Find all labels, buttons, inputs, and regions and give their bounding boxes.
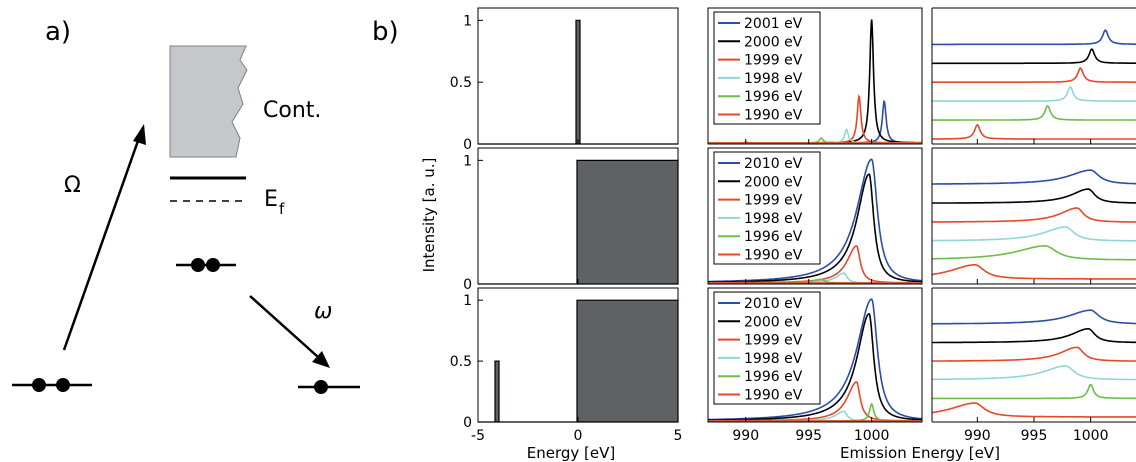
x-tick-label: 990 bbox=[964, 428, 991, 444]
x-tick-label: 0 bbox=[574, 428, 583, 444]
spectrum-line bbox=[708, 141, 922, 144]
legend-entry: 1999 eV bbox=[744, 193, 803, 209]
absorption-arrowhead bbox=[133, 124, 146, 145]
normalized-spectrum-line bbox=[932, 226, 1136, 242]
legend-box bbox=[713, 151, 821, 265]
normalized-spectrum-line bbox=[932, 245, 1136, 261]
electron-dot bbox=[206, 258, 220, 272]
electron-dot bbox=[191, 258, 205, 272]
emission-arrow bbox=[249, 295, 319, 358]
y-tick-label: 0 bbox=[463, 137, 472, 153]
spectrum-line bbox=[708, 312, 922, 421]
normalized-spectrum-line bbox=[932, 188, 1136, 204]
x-tick-label: 5 bbox=[674, 428, 683, 444]
y-tick-label: 0.5 bbox=[450, 75, 472, 91]
dos-fill bbox=[478, 19, 678, 145]
y-tick-label: 0 bbox=[463, 415, 472, 431]
x-tick-label: 1000 bbox=[1073, 428, 1109, 444]
x-tick-label: 995 bbox=[1021, 428, 1048, 444]
spectra-axes-frame bbox=[707, 7, 923, 145]
legend-entry: 2000 eV bbox=[744, 174, 803, 190]
legend-entry: 2000 eV bbox=[744, 314, 803, 330]
normalized-spectrum-line bbox=[932, 207, 1136, 223]
electron-dot bbox=[32, 378, 46, 392]
dos-fill bbox=[478, 159, 679, 285]
electron-dot bbox=[314, 380, 328, 394]
normalized-spectrum-line bbox=[932, 86, 1136, 102]
normalized-spectrum-line bbox=[932, 328, 1136, 344]
legend-entry: 1990 eV bbox=[744, 108, 803, 124]
normalized-spectrum-line bbox=[932, 309, 1136, 325]
legend-entry: 1990 eV bbox=[744, 388, 803, 404]
normalized-spectrum-line bbox=[931, 264, 1136, 280]
normalized-spectrum-line bbox=[932, 48, 1136, 65]
legend-entry: 1998 eV bbox=[744, 211, 803, 227]
y-tick-label: 1 bbox=[463, 293, 472, 309]
legend-entry: 1998 eV bbox=[744, 71, 803, 87]
spectra-axes-frame bbox=[707, 287, 923, 423]
normalized-spectrum-line bbox=[932, 169, 1136, 185]
panel-a-label: a) bbox=[45, 17, 71, 47]
legend-entry: 1999 eV bbox=[744, 333, 803, 349]
legend-entry: 2001 eV bbox=[744, 16, 803, 32]
absorption-symbol: Ω bbox=[64, 173, 81, 198]
panel-a-schematic: a) Cont. E f Ω ω bbox=[12, 17, 360, 394]
continuum-band bbox=[169, 45, 248, 158]
normalized-spectrum-line bbox=[932, 383, 1136, 400]
x-axis-label-emission: Emission Energy [eV] bbox=[840, 444, 1000, 462]
legend-entry: 2010 eV bbox=[744, 296, 803, 312]
normalized-spectrum-line bbox=[932, 123, 1136, 140]
y-tick-label: 1 bbox=[463, 153, 472, 169]
normalized-spectrum-line bbox=[932, 67, 1136, 83]
dos-fill bbox=[478, 299, 679, 423]
y-axis-label: Intensity [a. u.] bbox=[420, 158, 438, 273]
legend-box bbox=[713, 291, 821, 405]
legend-entry: 1998 eV bbox=[744, 351, 803, 367]
x-tick-label: -5 bbox=[471, 428, 485, 444]
panel-b-label: b) bbox=[372, 17, 399, 47]
x-tick-label: 995 bbox=[795, 428, 822, 444]
y-tick-label: 0.5 bbox=[450, 354, 472, 370]
normalized-spectrum-line bbox=[931, 402, 1136, 418]
legend-entry: 2010 eV bbox=[744, 156, 803, 172]
legend-entry: 1990 eV bbox=[744, 248, 803, 264]
emission-symbol: ω bbox=[314, 299, 332, 324]
continuum-label: Cont. bbox=[263, 98, 321, 123]
x-tick-label: 1000 bbox=[854, 428, 890, 444]
y-tick-label: 1 bbox=[463, 13, 472, 29]
legend-entry: 2000 eV bbox=[744, 34, 803, 50]
fermi-label: E bbox=[264, 187, 278, 212]
spectrum-line bbox=[708, 298, 922, 421]
x-tick-label: 990 bbox=[732, 428, 759, 444]
spectrum-line bbox=[708, 419, 922, 422]
normalized-spectrum-line bbox=[932, 104, 1136, 121]
electron-dot bbox=[56, 378, 70, 392]
spectrum-line bbox=[708, 158, 922, 283]
legend-entry: 1996 eV bbox=[744, 229, 803, 245]
y-tick-label: 0 bbox=[463, 277, 472, 293]
legend-entry: 1996 eV bbox=[744, 89, 803, 105]
spectrum-line bbox=[708, 173, 923, 283]
legend-entry: 1996 eV bbox=[744, 369, 803, 385]
normalized-spectrum-line bbox=[932, 365, 1136, 381]
normalized-spectrum-line bbox=[932, 29, 1136, 46]
legend-entry: 1999 eV bbox=[744, 53, 803, 69]
spectra-axes-frame bbox=[707, 147, 923, 285]
legend-box bbox=[713, 11, 821, 125]
normalized-spectrum-line bbox=[932, 346, 1136, 362]
emission-arrowhead bbox=[312, 351, 330, 368]
x-axis-label-dos: Energy [eV] bbox=[527, 444, 615, 462]
fermi-subscript: f bbox=[279, 200, 285, 218]
spectrum-line bbox=[708, 281, 922, 284]
absorption-arrow bbox=[62, 137, 141, 351]
